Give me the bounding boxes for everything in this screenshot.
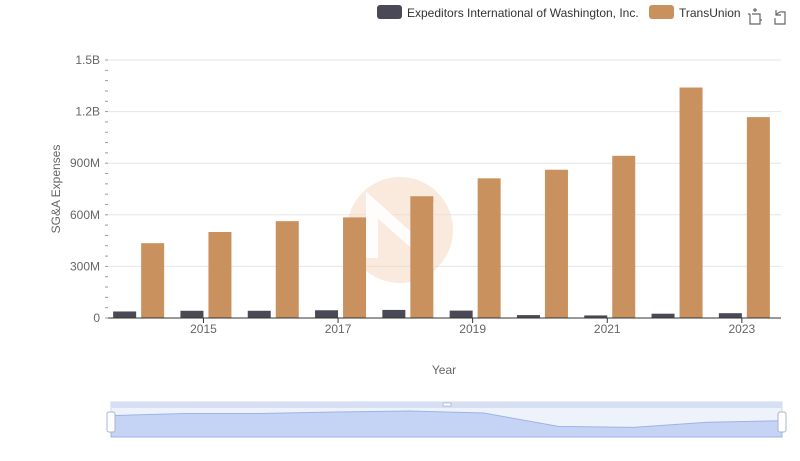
bar-transunion-2015[interactable] [208,232,232,318]
x-tick-label: 2021 [594,322,621,336]
slider-handle-right[interactable] [777,411,787,433]
y-axis: 0 300M 600M 900M 1.2B 1.5B [70,53,108,325]
bar-transunion-2022[interactable] [679,87,703,319]
y-tick-label: 0 [93,311,100,325]
bars [113,87,770,319]
bar-transunion-2014[interactable] [141,243,165,318]
legend-swatch-expeditors[interactable] [377,5,402,19]
y-tick-label: 900M [70,156,100,170]
bar-transunion-2023[interactable] [746,117,770,318]
slider-drag-grip[interactable] [442,402,452,407]
legend-label-transunion[interactable]: TransUnion [679,6,741,20]
legend: Expeditors International of Washington, … [377,5,741,20]
x-tick-label: 2015 [190,322,217,336]
legend-swatch-transunion[interactable] [649,5,674,19]
x-axis-title: Year [432,363,456,377]
legend-label-expeditors[interactable]: Expeditors International of Washington, … [407,6,639,20]
bar-expeditors-2023[interactable] [718,313,742,318]
bar-expeditors-2019[interactable] [449,310,473,318]
y-tick-label: 1.5B [75,53,100,67]
zoom-icon[interactable] [748,8,762,25]
y-axis-title: SG&A Expenses [49,145,63,234]
bar-expeditors-2017[interactable] [315,310,339,318]
bar-expeditors-2015[interactable] [180,310,204,318]
bar-transunion-2021[interactable] [612,155,636,318]
bar-expeditors-2021[interactable] [584,315,608,318]
x-tick-label: 2017 [325,322,352,336]
bar-transunion-2016[interactable] [275,221,299,318]
bar-transunion-2019[interactable] [477,178,501,318]
reset-icon[interactable] [774,10,786,25]
bar-transunion-2018[interactable] [410,196,434,318]
bar-expeditors-2018[interactable] [382,309,406,318]
slider-handle-left[interactable] [106,411,116,433]
bar-expeditors-2016[interactable] [247,310,271,318]
bar-transunion-2017[interactable] [343,217,367,318]
x-tick-label: 2019 [459,322,486,336]
bar-expeditors-2014[interactable] [113,311,137,318]
y-tick-label: 300M [70,259,100,273]
x-tick-label: 2023 [728,322,755,336]
x-axis: 2015 2017 2019 2021 2023 [108,317,781,336]
bar-transunion-2020[interactable] [544,169,568,318]
y-tick-label: 1.2B [75,105,100,119]
bar-expeditors-2022[interactable] [651,313,675,318]
toolbar [748,8,786,25]
data-zoom-slider[interactable] [106,401,787,438]
bar-expeditors-2020[interactable] [516,315,540,318]
y-tick-label: 600M [70,208,100,222]
